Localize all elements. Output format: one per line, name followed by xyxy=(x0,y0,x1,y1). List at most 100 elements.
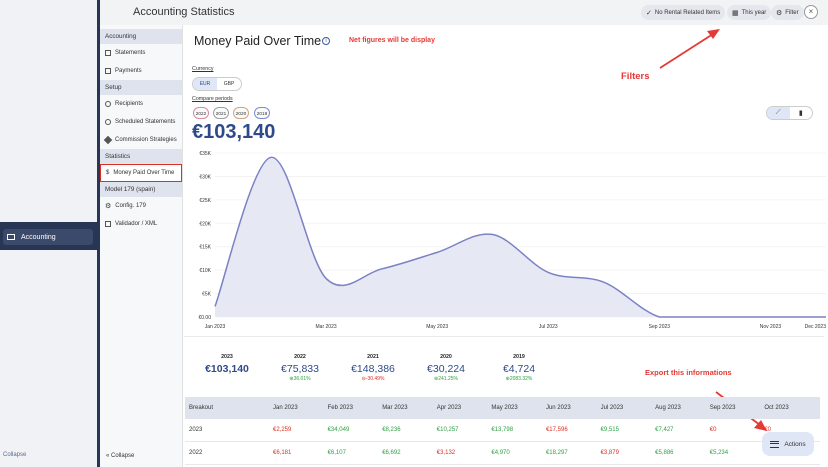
summary-2021: 2021 €148,386 ⊖-30.49% xyxy=(338,354,408,382)
arrow-up-icon: ⊕ xyxy=(505,376,510,382)
table-cell: €8,236 xyxy=(382,427,401,433)
column-header: May 2023 xyxy=(491,405,518,411)
table-cell: €7,427 xyxy=(655,427,674,433)
y-tick-label: €0.00 xyxy=(198,315,211,321)
arrowhead-actions xyxy=(754,420,767,431)
menu-item-label: Statements xyxy=(115,50,146,56)
column-header: Jan 2023 xyxy=(273,405,298,411)
summary-amount: €103,140 xyxy=(205,363,249,375)
menu-item-label: Commission Strategies xyxy=(115,137,177,143)
rail-item-label: Accounting xyxy=(21,233,56,241)
menu-item-money-paid[interactable]: $ Money Paid Over Time xyxy=(100,164,182,182)
summary-change: ⊕36.01% xyxy=(265,376,335,382)
y-tick-label: €20K xyxy=(199,221,211,227)
menu-item-label: Money Paid Over Time xyxy=(113,170,175,176)
series-area xyxy=(215,157,826,317)
table-cell: €0 xyxy=(764,427,772,433)
section-menu: Accounting Statements Payments Setup Rec… xyxy=(100,25,183,467)
table-cell: €6,692 xyxy=(382,450,401,456)
column-header: Apr 2023 xyxy=(436,405,462,411)
rail-item-accounting[interactable]: Accounting xyxy=(3,229,93,245)
actions-button[interactable]: Actions xyxy=(762,432,814,456)
y-tick-label: €30K xyxy=(199,174,211,180)
menu-item-recipients[interactable]: Recipients xyxy=(100,95,182,113)
currency-label: Currency xyxy=(192,66,214,72)
currency-selector: EUR GBP xyxy=(192,77,242,91)
annotation-export: Export this informations xyxy=(645,368,732,377)
x-tick-label: May 2023 xyxy=(426,324,448,330)
summary-change-value: 241.25% xyxy=(438,376,458,382)
x-tick-label: Jul 2023 xyxy=(539,324,558,330)
summary-year: 2020 xyxy=(440,354,452,360)
money-paid-chart: €0.00 €5K €10K €15K €20K €25K €30K €35K Jan 2023… xyxy=(198,151,826,330)
compare-year-2020[interactable]: 2020 xyxy=(233,107,249,119)
summary-amount: €4,724 xyxy=(502,363,536,375)
menu-item-validador[interactable]: Validador / XML xyxy=(100,215,182,233)
summary-amount: €148,386 xyxy=(351,363,395,375)
line-chart-icon[interactable]: ⟋ xyxy=(767,107,790,119)
summary-2023: 2023 €103,140 xyxy=(192,354,262,375)
total-amount: €103,140 xyxy=(192,121,276,143)
summary-amount: €30,224 xyxy=(427,363,465,375)
menu-item-label: Payments xyxy=(115,68,142,74)
menu-item-commission-strategies[interactable]: Commission Strategies xyxy=(100,131,182,149)
payments-icon xyxy=(105,68,111,74)
menu-item-payments[interactable]: Payments xyxy=(100,62,182,80)
summary-change-value: -30.49% xyxy=(365,376,385,382)
table-cell: €6,181 xyxy=(273,450,292,456)
series-line xyxy=(214,156,826,318)
collapse-label: Collapse xyxy=(111,453,135,459)
y-tick-label: €15K xyxy=(199,245,211,251)
table-cell: €6,107 xyxy=(327,450,346,456)
bar-chart-icon[interactable]: ▮ xyxy=(798,110,803,117)
arrow-up-icon: ⊕ xyxy=(289,376,294,382)
x-tick-label: Mar 2023 xyxy=(316,324,337,330)
gear-icon: ⚙ xyxy=(105,203,112,210)
summary-change: ⊕2083.32% xyxy=(484,376,554,382)
menu-item-label: Validador / XML xyxy=(115,221,158,227)
compare-year-2019[interactable]: 2019 xyxy=(254,107,270,119)
chart-type-toggle: ⟋ ▮ xyxy=(766,106,813,120)
summary-year: 2019 xyxy=(513,354,525,360)
compare-year-2021[interactable]: 2021 xyxy=(213,107,229,119)
summary-2020: 2020 €30,224 ⊕241.25% xyxy=(411,354,481,382)
no-rental-toggle[interactable]: ✓ No Rental Related Items xyxy=(641,5,726,20)
summary-year: 2023 xyxy=(221,354,233,360)
summary-year: 2021 xyxy=(367,354,379,360)
table-cell: €17,596 xyxy=(545,427,568,433)
currency-option-gbp[interactable]: GBP xyxy=(223,81,235,87)
column-header: Sep 2023 xyxy=(709,405,736,411)
rail-collapse[interactable]: Collapse xyxy=(3,452,27,458)
y-tick-label: €10K xyxy=(199,268,211,274)
compare-year-2022[interactable]: 2022 xyxy=(193,107,209,119)
column-header: Mar 2023 xyxy=(382,405,408,411)
breakout-table: Breakout Jan 2023 Feb 2023 Mar 2023 Apr 2023… xyxy=(185,397,820,465)
no-rental-label: No Rental Related Items xyxy=(654,9,721,16)
filter-button[interactable]: ⚙ Filter xyxy=(771,5,804,20)
menu-item-config-179[interactable]: ⚙ Config. 179 xyxy=(100,197,182,215)
this-year-button[interactable]: ▦ This year xyxy=(727,5,772,20)
menu-item-statements[interactable]: Statements xyxy=(100,44,182,62)
menu-section-model-179: Model 179 (spain) xyxy=(100,182,182,197)
menu-item-scheduled-statements[interactable]: Scheduled Statements xyxy=(100,113,182,131)
this-year-label: This year xyxy=(741,9,767,16)
table-cell: €4,970 xyxy=(491,450,510,456)
chevrons-left-icon: « xyxy=(106,453,110,459)
currency-option-eur[interactable]: EUR xyxy=(193,78,217,90)
document-icon xyxy=(105,221,111,227)
page-header-title: Accounting Statistics xyxy=(133,6,235,18)
calendar-icon: ▦ xyxy=(732,9,739,17)
table-cell: €10,257 xyxy=(436,427,459,433)
row-label: 2023 xyxy=(189,427,203,433)
table-cell: €0 xyxy=(709,427,717,433)
menu-collapse-button[interactable]: « Collapse xyxy=(106,453,134,459)
table-row: 2023 €2,259 €34,049 €8,236 €10,257 €13,798 €17… xyxy=(185,419,820,442)
y-tick-label: €35K xyxy=(199,151,211,157)
x-tick-label: Sep 2023 xyxy=(649,324,671,330)
info-icon[interactable]: i xyxy=(322,37,330,45)
close-button[interactable]: × xyxy=(804,5,818,19)
check-icon: ✓ xyxy=(646,9,652,17)
compare-periods-label: Compare periods xyxy=(192,96,233,102)
menu-item-label: Config. 179 xyxy=(115,203,146,209)
filter-icon: ⚙ xyxy=(776,9,783,17)
